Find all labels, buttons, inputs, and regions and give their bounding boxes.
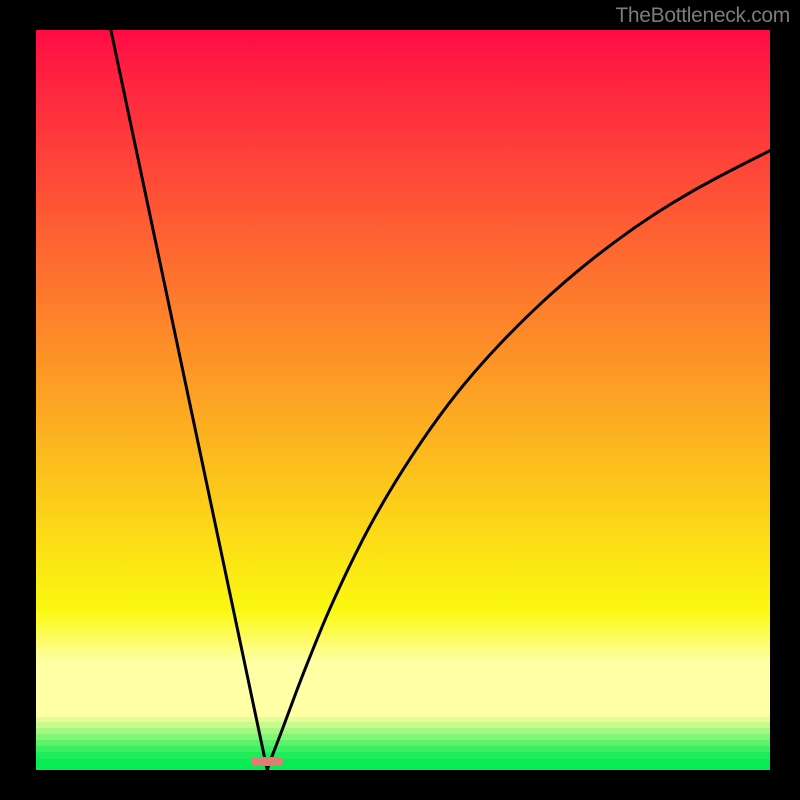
minimum-marker bbox=[251, 757, 283, 766]
watermark-text: TheBottleneck.com bbox=[615, 4, 790, 28]
bottleneck-curve bbox=[36, 30, 770, 770]
chart-plot-area bbox=[36, 30, 770, 770]
